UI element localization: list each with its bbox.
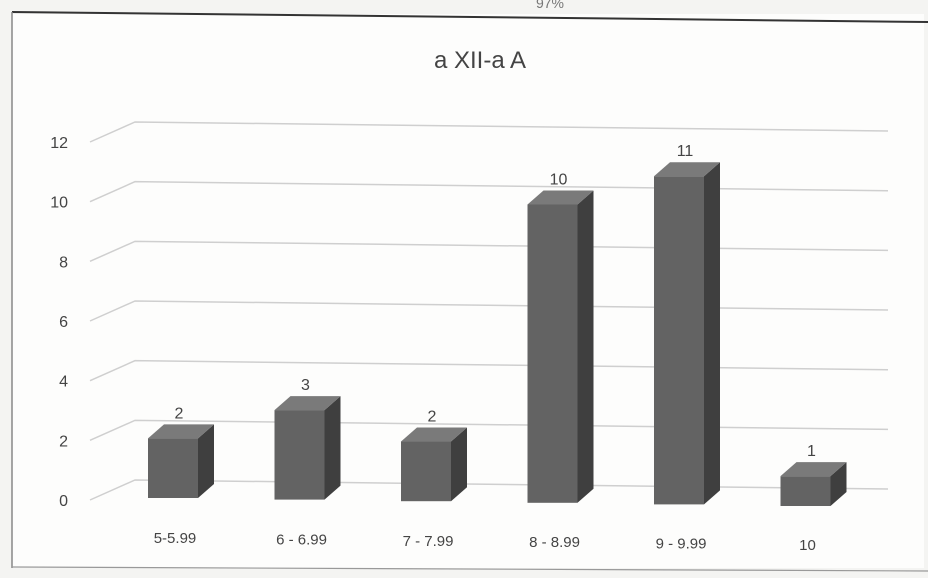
- data-label: 2: [428, 409, 437, 426]
- x-axis-ticks: 5-5.99 6 - 6.99 7 - 7.99 8 - 8.99 9 - 9.99 10: [154, 530, 816, 554]
- bar-front: [780, 476, 831, 506]
- bar-front: [654, 176, 704, 505]
- bar: 2: [401, 409, 467, 502]
- gridlines: [89, 121, 889, 501]
- y-tick-label: 8: [59, 254, 68, 271]
- bar-top: [654, 162, 720, 177]
- bar: 1: [780, 443, 847, 506]
- data-label: 2: [175, 405, 184, 422]
- data-label: 3: [301, 377, 310, 394]
- bar: 2: [148, 405, 214, 498]
- bar-side: [830, 462, 847, 506]
- x-tick-label: 6 - 6.99: [276, 531, 327, 548]
- bar-front: [527, 204, 578, 503]
- bar-top: [527, 190, 594, 205]
- gridline: [89, 240, 889, 263]
- bar: 10: [527, 171, 594, 503]
- bar-side: [577, 190, 594, 503]
- y-tick-label: 12: [50, 135, 68, 152]
- gridline: [89, 359, 889, 382]
- bar-front: [274, 410, 325, 500]
- x-tick-label: 5-5.99: [154, 530, 197, 547]
- y-tick-label: 6: [59, 314, 68, 331]
- bar-side: [324, 396, 341, 500]
- gridline: [89, 121, 889, 143]
- bar-top: [401, 427, 467, 442]
- bar-side: [198, 424, 214, 498]
- data-label: 10: [550, 171, 568, 188]
- chart-border-bottom: [11, 566, 928, 572]
- x-tick-label: 7 - 7.99: [403, 533, 454, 550]
- bar-top: [148, 424, 214, 439]
- gridline: [89, 419, 889, 442]
- bar: 11: [654, 143, 720, 505]
- x-tick-label: 8 - 8.99: [529, 534, 580, 551]
- y-tick-label: 4: [59, 374, 68, 391]
- gridline: [89, 479, 889, 501]
- chart-title: a XII-a A: [434, 47, 526, 74]
- gridline: [89, 300, 889, 322]
- y-tick-label: 2: [59, 433, 68, 450]
- data-label: 1: [807, 443, 816, 460]
- bar-top: [274, 396, 341, 411]
- y-axis-ticks: 0 2 4 6 8 10 12: [50, 135, 68, 510]
- bar: 3: [274, 377, 341, 500]
- gridline: [89, 180, 889, 203]
- top-label: 97%: [536, 0, 564, 11]
- y-tick-label: 10: [50, 195, 68, 212]
- x-tick-label: 9 - 9.99: [656, 536, 707, 553]
- bar-front: [401, 441, 451, 502]
- data-label: 11: [677, 143, 694, 160]
- bar-top: [780, 462, 847, 477]
- chart-border-top: [11, 11, 928, 23]
- bar-side: [451, 427, 467, 502]
- bar-side: [704, 162, 720, 505]
- x-tick-label: 10: [799, 537, 816, 554]
- bar-front: [148, 438, 198, 498]
- y-tick-label: 0: [59, 493, 68, 510]
